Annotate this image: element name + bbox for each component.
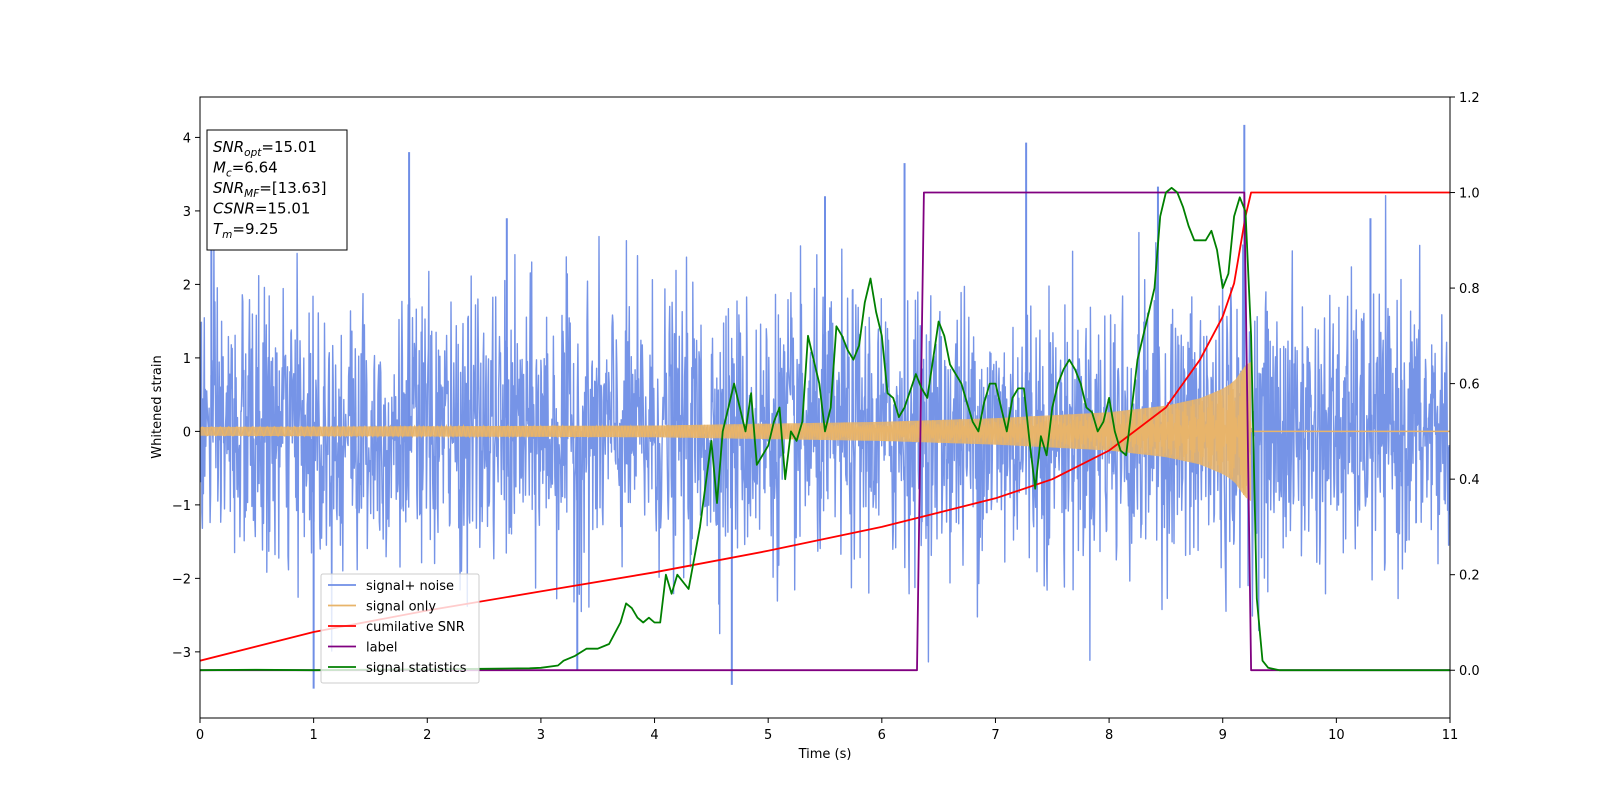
info-box-line: SNRopt=15.01 [213, 138, 317, 159]
right-y-tick-label: 0.6 [1459, 378, 1480, 393]
right-y-tick-label: 1.0 [1459, 187, 1480, 202]
right-y-tick-label: 0.8 [1459, 282, 1480, 297]
legend-entry: signal+ noise [366, 579, 454, 594]
left-y-tick-label: −3 [172, 646, 191, 661]
x-tick-label: 3 [537, 728, 545, 743]
info-box-line: Mc=6.64 [213, 159, 278, 180]
y-axis-label: Whitened strain [150, 355, 165, 458]
legend-entry: signal only [366, 600, 436, 615]
x-tick-label: 5 [764, 728, 772, 743]
x-tick-label: 6 [878, 728, 886, 743]
x-tick-label: 10 [1328, 728, 1345, 743]
axes-frame [199, 96, 1451, 719]
left-y-tick-label: 1 [183, 352, 191, 367]
right-y-tick-label: 0.2 [1459, 569, 1480, 584]
series-signal-statistics [200, 186, 1450, 672]
legend-frame [320, 573, 480, 684]
series-signal-only-wave [200, 367, 1252, 495]
legend-entry: cumilative SNR [366, 620, 465, 635]
x-tick-label: 0 [196, 728, 204, 743]
info-box-line: SNRMF=[13.63] [213, 179, 327, 200]
legend-entry: signal statistics [366, 661, 467, 676]
series-cumulative-snr [200, 191, 1450, 662]
left-y-tick-label: −2 [172, 572, 191, 587]
left-y-tick-label: −1 [172, 499, 191, 514]
left-y-tick-label: 4 [183, 131, 191, 146]
info-box: SNRopt=15.01Mc=6.64SNRMF=[13.63]CSNR=15.… [206, 129, 348, 251]
x-tick-label: 1 [309, 728, 317, 743]
plot-area [200, 124, 1450, 689]
info-box-line: CSNR=15.01 [213, 200, 310, 218]
x-tick-label: 8 [1105, 728, 1113, 743]
left-y-tick-label: 0 [183, 425, 191, 440]
left-y-tick-label: 2 [183, 278, 191, 293]
right-y-axis: 0.0 0.2 0.4 0.6 0.8 1.0 1.2 [1450, 91, 1480, 679]
info-box-line: Tm=9.25 [213, 220, 278, 241]
info-box-frame [206, 129, 348, 251]
left-y-axis: −3 −2 −1 0 1 2 3 4 [172, 131, 200, 661]
x-axis-label: Time (s) [798, 747, 852, 762]
x-axis: 0 1 2 3 4 5 6 7 8 9 10 11 [196, 718, 1458, 743]
x-tick-label: 9 [1219, 728, 1227, 743]
legend-entry: label [366, 641, 397, 656]
x-tick-label: 2 [423, 728, 431, 743]
x-tick-label: 11 [1442, 728, 1459, 743]
right-y-tick-label: 1.2 [1459, 91, 1480, 106]
x-tick-label: 4 [650, 728, 658, 743]
legend: signal+ noise signal only cumilative SNR la… [320, 573, 480, 684]
x-tick-label: 7 [991, 728, 999, 743]
right-y-tick-label: 0.0 [1459, 664, 1480, 679]
left-y-tick-label: 3 [183, 205, 191, 220]
right-y-tick-label: 0.4 [1459, 473, 1480, 488]
